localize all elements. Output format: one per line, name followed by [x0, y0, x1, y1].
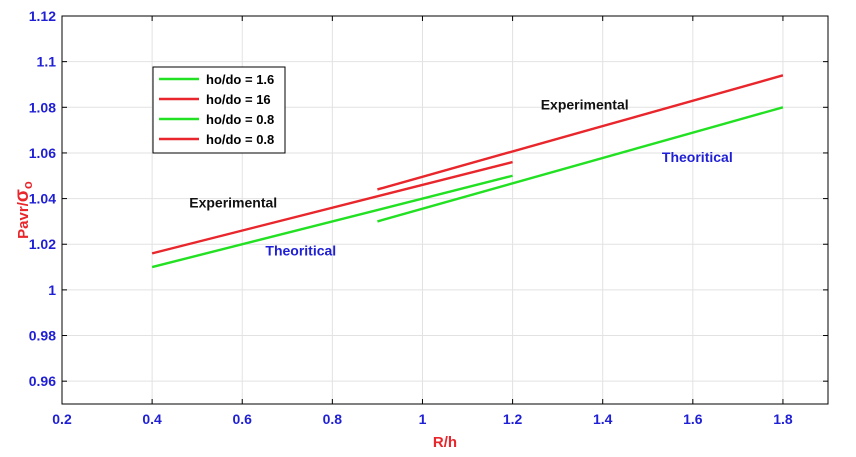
x-axis-label: R/h	[433, 434, 457, 451]
series-line-3	[377, 106, 784, 223]
x-tick-label: 1.4	[593, 411, 613, 427]
y-tick-label: 1.06	[29, 145, 56, 161]
y-tick-label: 0.96	[29, 373, 56, 389]
series-group	[151, 74, 784, 269]
legend-label: ho/do = 0.8	[206, 112, 274, 127]
y-tick-label: 0.98	[29, 328, 56, 344]
annotation-black-3: Experimental	[541, 97, 629, 113]
axis-ticks: 0.2 0.4 0.6 0.8 1 1.2 1.4 1.6 1.8 0.96 0.98 1 1.02 1.…	[29, 8, 828, 427]
legend-label: ho/do = 16	[206, 92, 271, 107]
plot-area-frame	[61, 15, 829, 405]
y-tick-label: 1.1	[37, 54, 57, 70]
x-tick-label: 1	[419, 411, 427, 427]
x-tick-label: 0.2	[52, 411, 72, 427]
y-axis-label-main: Pavr/	[15, 201, 32, 239]
x-tick-label: 0.4	[142, 411, 162, 427]
annotations: Experimental Theoritical Experimental Theor…	[189, 97, 732, 259]
annotation-black-1: Experimental	[189, 195, 277, 211]
y-tick-label: 1.08	[29, 99, 56, 115]
y-tick-label: 1.02	[29, 236, 56, 252]
y-tick-label: 1.04	[29, 191, 56, 207]
y-tick-label: 1	[48, 282, 56, 298]
x-tick-label: 1.8	[773, 411, 793, 427]
legend-label: ho/do = 0.8	[206, 132, 274, 147]
y-axis-label-sigma: σ	[12, 189, 33, 202]
x-tick-label: 1.6	[683, 411, 703, 427]
legend: ho/do = 1.6 ho/do = 16 ho/do = 0.8 ho/do = …	[152, 66, 286, 154]
y-tick-label: 1.12	[29, 8, 56, 24]
annotation-blue-4: Theoritical	[662, 149, 733, 165]
series-line-2	[151, 160, 513, 255]
y-axis-label-sub: o	[20, 181, 35, 189]
annotation-blue-2: Theoritical	[265, 243, 336, 259]
y-axis-label: Pavr/σo	[12, 181, 35, 239]
x-tick-label: 0.6	[233, 411, 253, 427]
series-line-4	[377, 74, 784, 191]
x-tick-label: 1.2	[503, 411, 523, 427]
series-line-1	[151, 174, 513, 269]
x-tick-label: 0.8	[323, 411, 343, 427]
legend-label: ho/do = 1.6	[206, 72, 274, 87]
